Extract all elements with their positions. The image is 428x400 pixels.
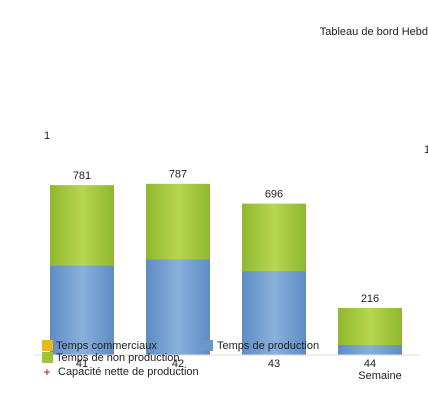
bar-segment [50,185,114,266]
bar-segment [338,344,402,355]
x-tick-label: 43 [268,358,280,370]
legend-swatch [42,352,53,363]
x-tick-label: 41 [76,358,88,370]
chart-title: Tableau de bord Hebd [320,26,428,38]
legend-label: Temps de non production [56,352,180,364]
bar-segment [50,265,114,355]
bar-segment [242,203,306,272]
legend-swatch [202,340,213,351]
total-label: 696 [265,189,283,201]
legend-label: Temps commerciaux [56,340,157,352]
y2-axis-label: 1 [424,144,428,156]
legend-label: Capacité nette de production [58,366,199,378]
total-label: 216 [361,293,379,305]
x-tick-label: 42 [172,358,184,370]
total-label: 787 [169,169,187,181]
bar-segment [146,183,210,260]
bar-segment [146,259,210,355]
bar-segment [338,308,402,345]
y-axis-label: 1 [44,130,50,142]
total-label: 781 [73,170,91,182]
x-tick-label: 44 [364,358,376,370]
legend-swatch [42,340,53,351]
bar-segment [242,271,306,355]
legend-label: Temps de production [217,340,319,352]
x-axis-label: Semaine [358,370,401,382]
legend-marker: + [44,367,50,379]
